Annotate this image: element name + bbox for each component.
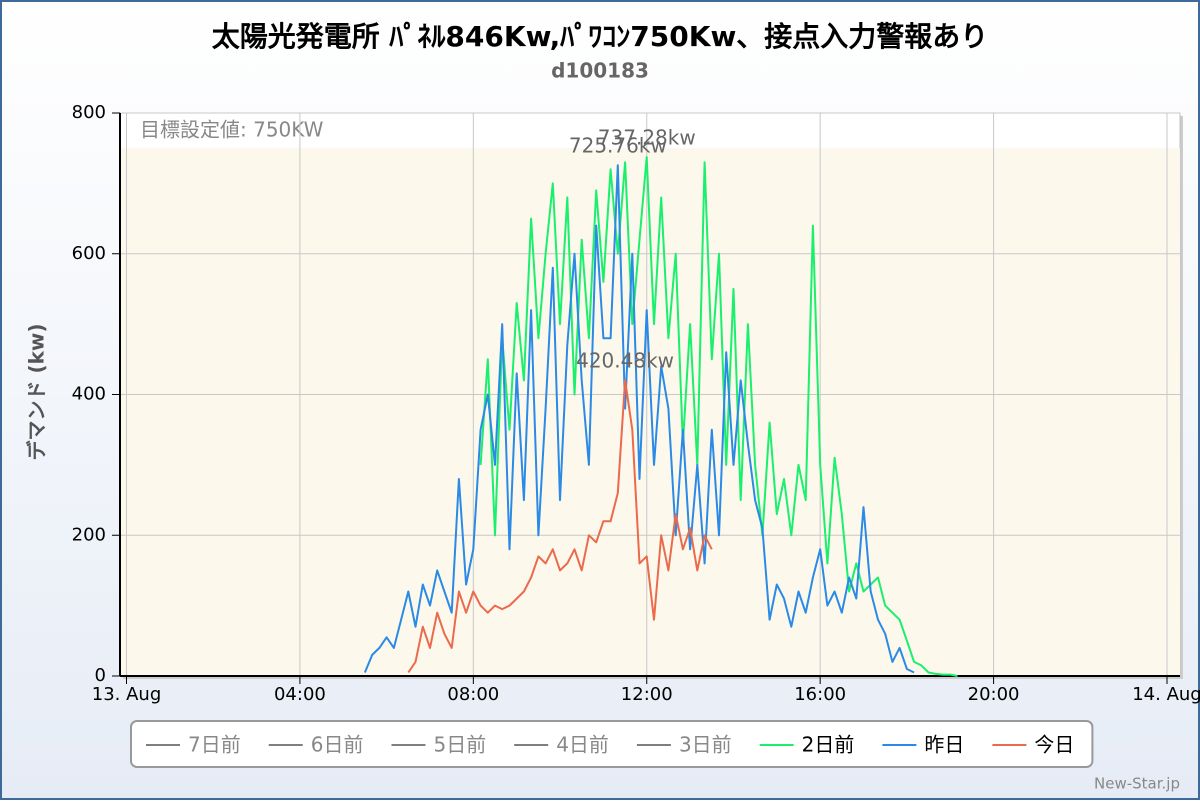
legend-label: 5日前 xyxy=(433,733,486,757)
x-tick-label: 08:00 xyxy=(447,684,499,705)
y-tick-label: 800 xyxy=(72,102,106,123)
chart-subtitle: d100183 xyxy=(551,59,649,83)
y-axis-title: デマンド (kw) xyxy=(25,323,49,460)
x-tick-label: 14. Aug xyxy=(1132,684,1200,705)
series-line xyxy=(363,164,915,674)
series-line xyxy=(407,379,713,674)
legend-label: 今日 xyxy=(1034,733,1074,757)
legend-label: 6日前 xyxy=(311,733,364,757)
legend-item[interactable]: 2日前 xyxy=(759,733,855,757)
legend-box xyxy=(130,720,1094,768)
x-tick-label: 20:00 xyxy=(968,684,1020,705)
peak-label: 725.76kw xyxy=(569,134,667,158)
x-tick-label: 13. Aug xyxy=(92,684,162,705)
legend: 7日前 6日前 5日前 4日前 3日前 2日前 昨日 今日 xyxy=(130,720,1094,768)
y-tick-label: 0 xyxy=(95,665,106,686)
legend-label: 2日前 xyxy=(802,733,855,757)
legend-item[interactable]: 4日前 xyxy=(514,733,609,757)
legend-label: 3日前 xyxy=(679,733,732,757)
x-tick-label: 04:00 xyxy=(274,684,326,705)
x-tick-label: 12:00 xyxy=(621,684,673,705)
credit: New-Star.jp xyxy=(1094,775,1180,793)
legend-label: 7日前 xyxy=(188,733,241,757)
peak-label: 737.28kw xyxy=(598,126,696,150)
x-tick-label: 16:00 xyxy=(794,684,846,705)
legend-item[interactable]: 7日前 xyxy=(146,733,241,757)
plot-band-label: 目標設定値: 750KW xyxy=(140,118,324,142)
chart-title: 太陽光発電所 ﾊﾟﾈﾙ846Kw,ﾊﾟﾜｺﾝ750Kw、接点入力警報あり xyxy=(212,20,989,53)
y-tick-label: 200 xyxy=(72,524,106,545)
y-tick-label: 600 xyxy=(72,243,106,264)
legend-item[interactable]: 今日 xyxy=(992,733,1074,757)
legend-item[interactable]: 5日前 xyxy=(391,733,486,757)
legend-item[interactable]: 6日前 xyxy=(268,733,364,757)
peak-label: 420.48kw xyxy=(576,349,674,373)
y-tick-label: 400 xyxy=(72,384,106,405)
legend-item[interactable]: 昨日 xyxy=(882,733,964,757)
legend-label: 4日前 xyxy=(556,733,609,757)
series-line xyxy=(479,156,958,677)
legend-item[interactable]: 3日前 xyxy=(636,733,732,757)
legend-label: 昨日 xyxy=(924,733,964,757)
